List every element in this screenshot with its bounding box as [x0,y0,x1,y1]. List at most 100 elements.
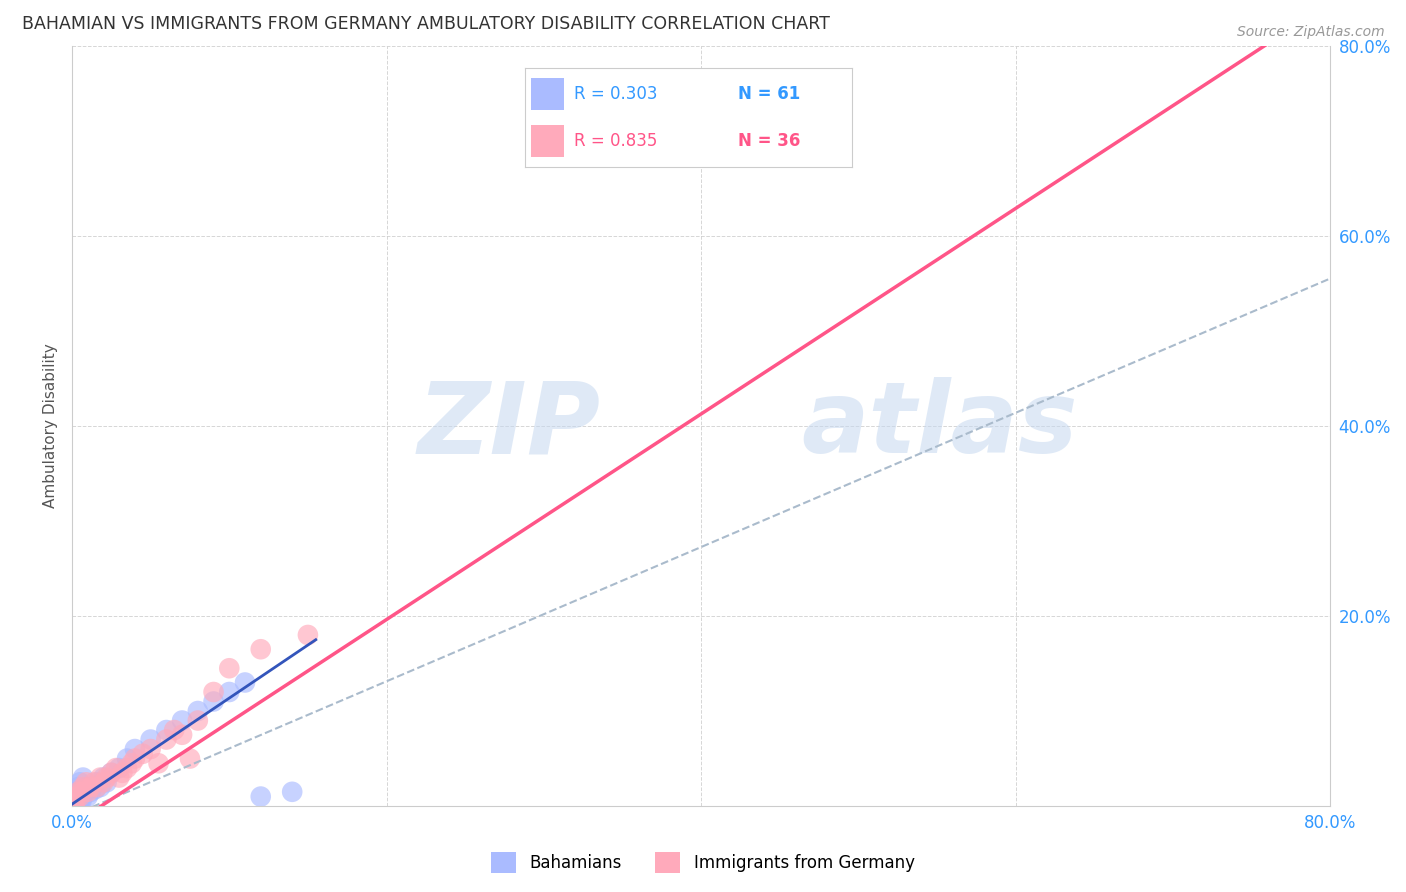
Point [67,780,90,794]
Point [72,789,94,804]
Point [93,771,115,785]
Point [179,751,201,765]
Text: BAHAMIAN VS IMMIGRANTS FROM GERMANY AMBULATORY DISABILITY CORRELATION CHART: BAHAMIAN VS IMMIGRANTS FROM GERMANY AMBU… [21,15,830,33]
Point [155,732,177,747]
Point [84,781,107,796]
Point [62,793,84,807]
Point [202,694,225,708]
Point [202,685,225,699]
Point [63,796,86,810]
Point [115,751,138,765]
Point [75,780,97,794]
Point [111,765,134,780]
Point [155,723,177,737]
Point [249,642,271,657]
Point [66,785,89,799]
Point [69,789,91,804]
Point [124,742,146,756]
Point [132,747,155,761]
Point [187,704,209,718]
Point [124,751,146,765]
Point [62,789,84,804]
Point [86,775,108,789]
Point [72,771,94,785]
Point [93,775,115,789]
Point [76,785,98,799]
Point [76,789,98,804]
Point [63,798,86,813]
Text: Source: ZipAtlas.com: Source: ZipAtlas.com [1237,25,1385,39]
Point [249,789,271,804]
Text: ZIP: ZIP [418,377,600,475]
Point [69,797,91,812]
Point [73,785,96,799]
Point [233,675,256,690]
Point [63,794,86,808]
Point [105,761,128,775]
Point [63,797,86,812]
Point [172,714,194,728]
Point [62,788,84,802]
Point [80,785,103,799]
Point [533,114,555,128]
Point [63,793,86,807]
Point [80,780,103,794]
Point [66,789,89,804]
Point [148,756,170,771]
Point [172,728,194,742]
Point [218,661,240,675]
Point [66,796,89,810]
Point [67,796,90,810]
Point [100,765,122,780]
Legend: Bahamians, Immigrants from Germany: Bahamians, Immigrants from Germany [485,846,921,880]
Point [89,771,111,785]
Point [62,795,84,809]
Point [63,796,86,810]
Point [63,795,86,809]
Point [67,798,90,813]
Point [139,742,162,756]
Point [96,775,118,789]
Point [139,732,162,747]
Point [72,780,94,794]
Y-axis label: Ambulatory Disability: Ambulatory Disability [44,343,58,508]
Point [63,785,86,799]
Point [62,798,84,813]
Point [63,791,86,805]
Point [281,785,304,799]
Point [89,780,111,794]
Point [63,789,86,804]
Point [297,628,319,642]
Point [62,796,84,810]
Point [187,714,209,728]
Text: atlas: atlas [801,377,1078,475]
Point [86,780,108,794]
Point [108,761,131,775]
Point [96,771,118,785]
Point [82,780,104,794]
Point [62,794,84,808]
Point [62,792,84,806]
Point [163,723,186,737]
Point [66,789,89,804]
Point [69,775,91,789]
Point [83,775,105,789]
Point [75,775,97,789]
Point [62,797,84,812]
Point [69,789,91,804]
Point [70,785,93,799]
Point [67,785,90,799]
Point [62,791,84,805]
Point [70,794,93,808]
Point [108,771,131,785]
Point [66,797,89,812]
Point [79,781,101,796]
Point [67,791,90,805]
Point [66,794,89,808]
Point [62,797,84,812]
Point [115,761,138,775]
Point [70,785,93,799]
Point [218,685,240,699]
Point [121,756,143,771]
Point [100,765,122,780]
